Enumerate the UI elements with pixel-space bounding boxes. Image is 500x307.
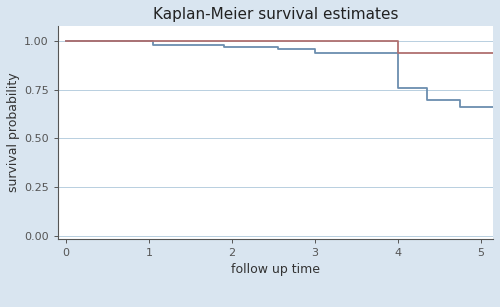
Y-axis label: survival probability: survival probability [7,73,20,192]
Title: Kaplan-Meier survival estimates: Kaplan-Meier survival estimates [152,7,398,22]
X-axis label: follow up time: follow up time [231,263,320,276]
